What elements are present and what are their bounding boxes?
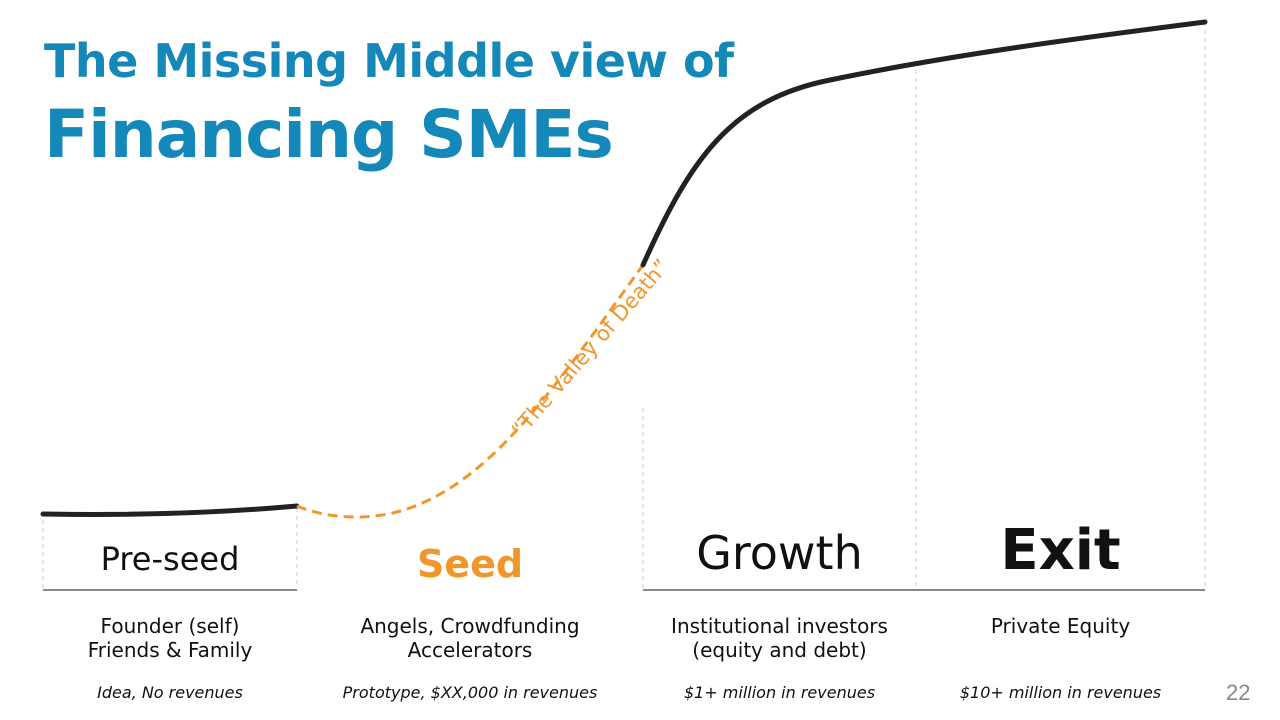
investors-preseed-line2: Friends & Family bbox=[87, 638, 253, 662]
investors-growth-line1: Institutional investors bbox=[671, 614, 888, 638]
revenue-seed: Prototype, $XX,000 in revenues bbox=[342, 683, 598, 702]
investors-seed: Angels, Crowdfunding Accelerators bbox=[330, 614, 610, 662]
investors-growth: Institutional investors (equity and debt… bbox=[643, 614, 916, 662]
investors-exit: Private Equity bbox=[916, 614, 1205, 638]
curve-preseed-segment bbox=[40, 503, 300, 518]
stage-name-preseed: Pre-seed bbox=[100, 540, 240, 578]
investors-seed-line1: Angels, Crowdfunding bbox=[360, 614, 580, 638]
revenue-exit: $10+ million in revenues bbox=[959, 683, 1162, 702]
curve-valley-of-death bbox=[296, 264, 645, 519]
stage-name-growth: Growth bbox=[696, 526, 863, 580]
revenue-preseed: Idea, No revenues bbox=[97, 683, 243, 702]
investors-exit-line1: Private Equity bbox=[990, 614, 1131, 638]
stage-name-seed: Seed bbox=[416, 542, 524, 586]
investors-preseed-line1: Founder (self) bbox=[100, 614, 240, 638]
revenue-growth: $1+ million in revenues bbox=[683, 683, 876, 702]
curve-growth-exit-segment bbox=[640, 19, 1208, 268]
investors-seed-line2: Accelerators bbox=[407, 638, 533, 662]
slide-title-line1: The Missing Middle view of bbox=[44, 34, 734, 88]
stage-name-exit: Exit bbox=[1000, 518, 1121, 583]
slide-title-line2: Financing SMEs bbox=[44, 96, 614, 173]
investors-preseed: Founder (self) Friends & Family bbox=[43, 614, 297, 662]
investors-growth-line2: (equity and debt) bbox=[692, 638, 867, 662]
page-number: 22 bbox=[1226, 680, 1251, 705]
